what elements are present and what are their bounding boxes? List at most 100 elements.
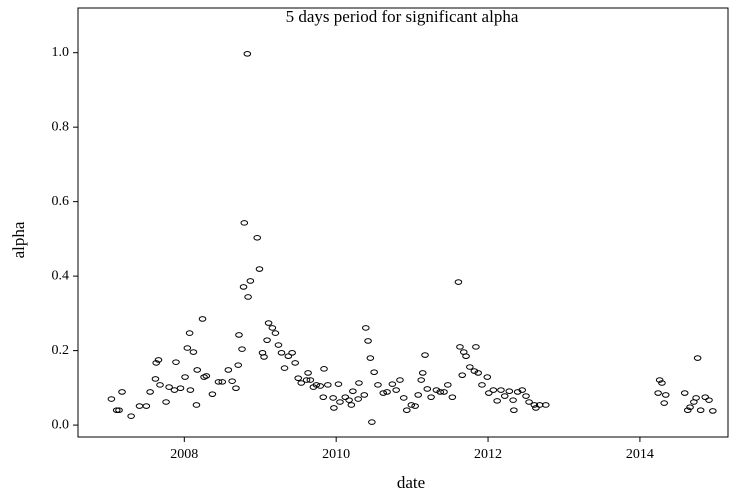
point [152, 360, 161, 366]
point [354, 396, 362, 402]
point [360, 392, 369, 398]
point [370, 369, 378, 376]
point [234, 362, 243, 368]
point [421, 352, 429, 358]
point [456, 344, 464, 350]
point [478, 382, 486, 388]
point [334, 381, 343, 387]
point [127, 413, 135, 419]
point [118, 389, 126, 395]
point [183, 345, 192, 351]
point [366, 355, 375, 361]
point [541, 402, 550, 408]
point [654, 390, 662, 396]
point [661, 392, 670, 398]
point [192, 402, 201, 408]
y-tick-label: 0.0 [52, 417, 70, 432]
point [253, 234, 262, 241]
point [532, 405, 540, 411]
point [208, 391, 217, 397]
x-tick-label: 2012 [474, 447, 502, 462]
point [349, 388, 357, 394]
point [264, 320, 273, 326]
point [466, 364, 474, 370]
point [418, 370, 427, 376]
point [660, 400, 669, 406]
point [383, 389, 391, 395]
point [693, 355, 702, 361]
x-tick-label: 2010 [322, 447, 350, 462]
y-axis-label: alpha [9, 221, 28, 258]
point [228, 378, 236, 384]
point [709, 408, 717, 414]
point [522, 393, 530, 399]
point [239, 284, 248, 290]
point [165, 384, 173, 390]
point [260, 354, 268, 360]
point [417, 377, 426, 383]
point [436, 389, 445, 395]
point [198, 316, 207, 322]
point [493, 398, 501, 404]
point [458, 372, 467, 378]
point [235, 332, 243, 338]
point [485, 390, 493, 396]
point [304, 370, 312, 376]
point [518, 387, 527, 393]
point [448, 394, 457, 400]
point [530, 402, 539, 408]
point [701, 394, 710, 400]
y-tick-label: 1.0 [52, 45, 70, 60]
point [294, 375, 303, 381]
point [312, 382, 321, 388]
point [336, 399, 344, 405]
point [107, 396, 116, 402]
point [244, 294, 252, 300]
point [186, 387, 195, 393]
point [364, 338, 372, 344]
point [162, 399, 170, 405]
point [268, 325, 277, 331]
point [444, 382, 452, 388]
chart-title: 5 days period for significant alpha [286, 7, 519, 26]
point [214, 379, 223, 385]
point [238, 346, 246, 352]
point [246, 278, 255, 284]
point [172, 359, 180, 365]
point [509, 397, 517, 403]
point [330, 405, 338, 411]
point [240, 220, 249, 226]
point [189, 349, 198, 355]
point [483, 374, 492, 380]
y-tick-label: 0.2 [52, 343, 70, 358]
point [200, 374, 208, 380]
x-tick-label: 2014 [626, 447, 654, 462]
plot-frame [77, 7, 729, 438]
point [535, 402, 544, 408]
point [355, 380, 363, 386]
point [146, 389, 154, 395]
point [347, 402, 356, 408]
point [472, 344, 480, 350]
point [655, 377, 664, 383]
point [361, 325, 370, 331]
point [151, 376, 160, 382]
point [156, 382, 164, 388]
point [489, 387, 498, 393]
point [379, 390, 388, 396]
point [392, 387, 400, 393]
point [341, 394, 350, 400]
point [399, 395, 408, 401]
point [374, 382, 382, 388]
point [277, 350, 286, 356]
point [297, 380, 306, 386]
point [474, 370, 482, 376]
point [316, 383, 325, 389]
point [255, 266, 264, 272]
point [135, 403, 144, 409]
point [284, 353, 293, 359]
point [440, 389, 448, 395]
point [705, 397, 713, 403]
